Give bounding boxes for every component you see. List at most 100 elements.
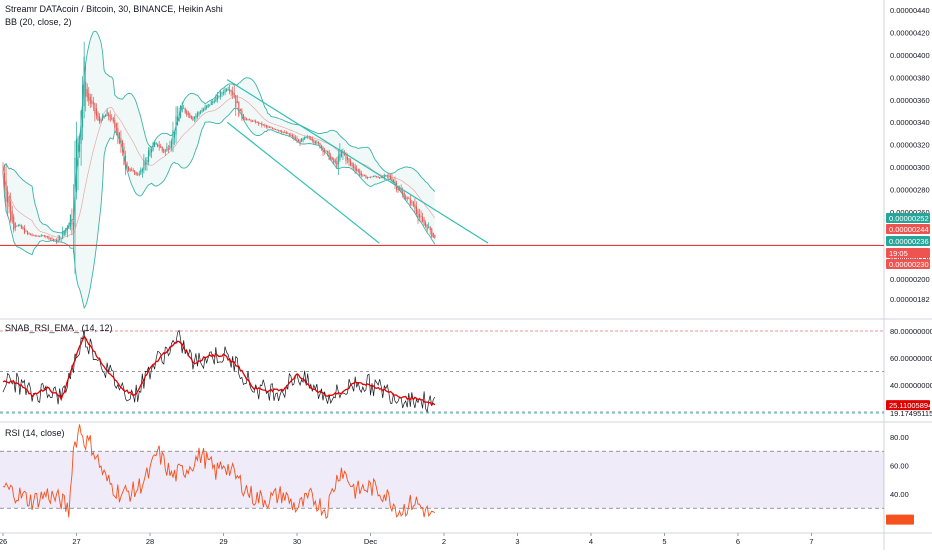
candle-body (255, 120, 257, 123)
snab-axis-label: 60.00000000 (890, 354, 932, 363)
candle-body (229, 89, 231, 92)
rsi-band (0, 451, 884, 509)
candle-body (403, 193, 405, 200)
candle-body (360, 172, 362, 176)
bb-legend-title: BB (20, close, 2) (5, 17, 72, 27)
price-axis-label: 0.00000380 (890, 73, 930, 82)
rsi-legend-title: RSI (14, close) (5, 428, 65, 438)
price-axis-label: 0.00000400 (890, 51, 930, 60)
snab-axis-label: 40.00000000 (890, 381, 932, 390)
candle-body (258, 122, 260, 125)
candle-body (325, 150, 327, 152)
candle-body (405, 196, 407, 200)
candle-body (141, 168, 143, 172)
candle-body (302, 138, 304, 141)
candle-body (163, 148, 165, 153)
candle-body (411, 201, 413, 203)
candle-body (39, 236, 41, 238)
candle-body (314, 141, 316, 144)
candle-body (426, 224, 428, 230)
candle-body (432, 232, 434, 237)
candle-body (359, 170, 361, 176)
candle-body (105, 114, 107, 117)
candle-body (131, 169, 133, 171)
candle-body (221, 92, 223, 95)
candle-body (65, 228, 67, 233)
candle-body (350, 160, 352, 166)
candle-body (36, 235, 38, 237)
candle-body (380, 176, 382, 178)
price-axis-label: 0.00000420 (890, 29, 930, 38)
rsi-last-tag (886, 514, 914, 525)
candle-body (307, 136, 309, 138)
candle-body (60, 238, 62, 240)
candle-body (59, 236, 61, 241)
candle-body (377, 176, 379, 178)
candle-body (19, 225, 21, 226)
candle-body (23, 227, 25, 234)
price-axis-label: 0.00000182 (890, 295, 930, 304)
price-tag (886, 224, 930, 234)
candle-body (109, 114, 111, 121)
bollinger-upper (2, 30, 436, 234)
time-axis-label: 7 (809, 537, 813, 546)
candle-body (379, 177, 381, 179)
candle-body (215, 97, 217, 102)
candle-body (268, 126, 270, 128)
candle-body (357, 169, 359, 172)
price-tag-label: 0.00000230 (889, 260, 929, 269)
candle-body (115, 123, 117, 133)
rsi-line (2, 424, 436, 520)
price-tag (886, 213, 930, 223)
candle-body (267, 126, 269, 128)
snab-ema-line (2, 335, 436, 407)
candle-body (117, 128, 119, 137)
candle-body (256, 121, 258, 123)
candle-body (371, 176, 373, 178)
candle-body (235, 95, 237, 108)
candle-body (293, 135, 295, 140)
candle-body (373, 175, 375, 178)
candle-body (108, 113, 110, 117)
candle-body (126, 162, 128, 171)
candle-body (204, 106, 206, 110)
candle-body (310, 137, 312, 140)
candle-body (351, 162, 353, 167)
candle-body (392, 179, 395, 183)
candle-body (244, 117, 246, 121)
candle-body (95, 108, 97, 117)
candle-body (100, 118, 102, 122)
candle-body (245, 118, 248, 120)
candle-body (224, 88, 226, 93)
price-axis-label: 0.00000260 (890, 208, 930, 217)
candle-body (97, 112, 99, 121)
candle-body (203, 108, 205, 112)
candle-body (368, 177, 370, 178)
candle-body (253, 120, 255, 122)
candle-body (317, 142, 319, 144)
candle-body (157, 143, 159, 147)
candle-body (28, 232, 30, 235)
candle-body (26, 231, 29, 235)
candle-body (369, 177, 372, 179)
candle-body (420, 215, 422, 217)
candle-body (98, 116, 101, 122)
candle-body (261, 123, 263, 126)
candle-body (71, 220, 73, 225)
bollinger-lower (2, 107, 436, 310)
price-axis-label: 0.00000320 (890, 141, 930, 150)
candle-body (134, 170, 136, 175)
candle-body (128, 166, 130, 171)
candle-body (16, 225, 18, 227)
candle-body (62, 230, 64, 239)
candle-body (186, 110, 188, 116)
candle-body (418, 214, 421, 218)
candle-body (169, 145, 171, 150)
candle-body (218, 96, 220, 98)
candle-body (422, 216, 424, 222)
candle-body (206, 105, 208, 109)
candle-body (196, 112, 199, 117)
candle-body (7, 190, 9, 203)
